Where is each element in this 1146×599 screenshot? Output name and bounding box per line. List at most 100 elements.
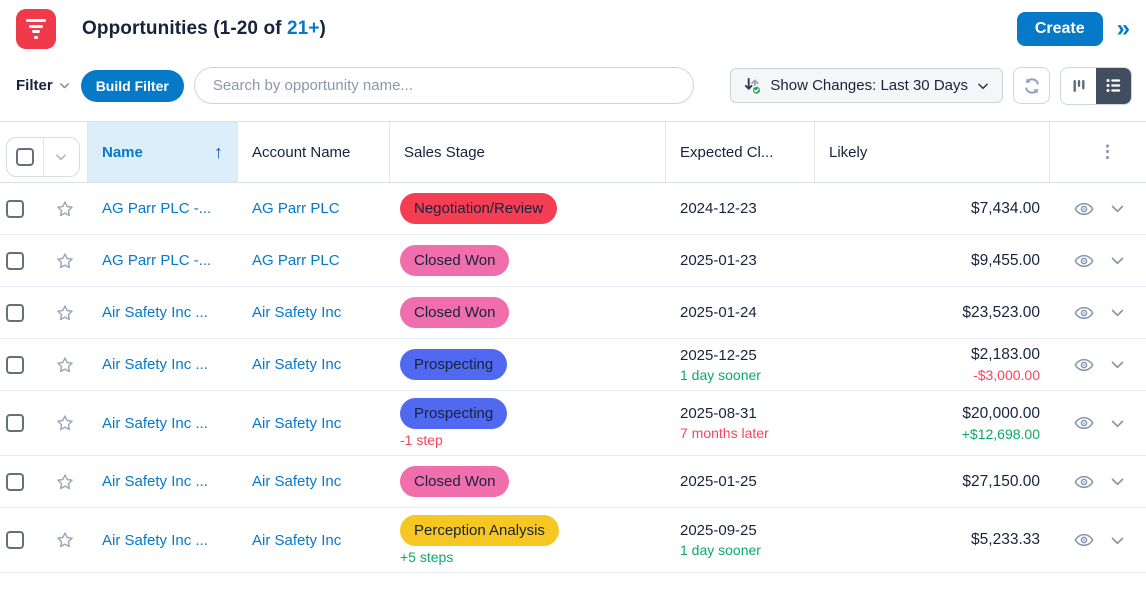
opportunity-name-link[interactable]: Air Safety Inc ... bbox=[102, 531, 208, 549]
account-name-link[interactable]: AG Parr PLC bbox=[252, 200, 340, 217]
column-header-sales-stage[interactable]: Sales Stage bbox=[390, 122, 666, 182]
search-input[interactable] bbox=[193, 67, 694, 104]
table-row[interactable]: AG Parr PLC -... AG Parr PLC Closed Won … bbox=[0, 235, 1146, 287]
list-view-icon bbox=[1106, 79, 1121, 92]
column-header-name[interactable]: Name ↑ bbox=[88, 122, 238, 182]
table-body: AG Parr PLC -... AG Parr PLC Negotiation… bbox=[0, 183, 1146, 574]
refresh-button[interactable] bbox=[1013, 67, 1050, 104]
stage-change-note: -1 step bbox=[400, 432, 443, 449]
preview-eye-icon[interactable] bbox=[1074, 303, 1094, 323]
create-button[interactable]: Create bbox=[1016, 12, 1103, 46]
likely-amount: $20,000.00 bbox=[962, 404, 1040, 422]
account-name-link[interactable]: Air Safety Inc bbox=[252, 414, 342, 432]
preview-eye-icon[interactable] bbox=[1074, 355, 1094, 375]
sales-stage-badge: Prospecting bbox=[400, 349, 508, 381]
build-filter-button[interactable]: Build Filter bbox=[80, 69, 184, 102]
sales-stage-badge: Prospecting bbox=[400, 398, 508, 430]
favorite-star-icon[interactable] bbox=[55, 530, 75, 550]
table-row[interactable]: Air Safety Inc ... Air Safety Inc Prospe… bbox=[0, 391, 1146, 457]
opportunity-name-link[interactable]: AG Parr PLC -... bbox=[102, 252, 212, 269]
row-expand-chevron-icon[interactable] bbox=[1109, 532, 1126, 549]
select-all-control bbox=[6, 137, 80, 177]
row-checkbox[interactable] bbox=[6, 472, 24, 491]
opportunity-name-link[interactable]: AG Parr PLC -... bbox=[102, 200, 212, 217]
table-row[interactable]: Air Safety Inc ... Air Safety Inc Closed… bbox=[0, 287, 1146, 339]
expected-close-date: 2025-08-31 bbox=[680, 405, 757, 423]
opportunity-name-link[interactable]: Air Safety Inc ... bbox=[102, 414, 208, 432]
list-view-button[interactable] bbox=[1096, 67, 1131, 104]
row-expand-chevron-icon[interactable] bbox=[1109, 473, 1126, 490]
date-change-note: 7 months later bbox=[680, 425, 769, 442]
opportunity-name-link[interactable]: Air Safety Inc ... bbox=[102, 356, 208, 374]
table-row[interactable]: AG Parr PLC -... AG Parr PLC Negotiation… bbox=[0, 183, 1146, 235]
page-title: Opportunities (1-20 of 21+) bbox=[82, 18, 326, 39]
preview-eye-icon[interactable] bbox=[1074, 251, 1094, 271]
sort-ascending-icon: ↑ bbox=[214, 141, 223, 162]
sales-stage-badge: Closed Won bbox=[400, 466, 510, 498]
favorite-star-icon[interactable] bbox=[55, 413, 75, 433]
chevron-down-icon bbox=[59, 83, 69, 89]
preview-eye-icon[interactable] bbox=[1074, 472, 1094, 492]
refresh-icon bbox=[1024, 77, 1039, 94]
column-header-account-name[interactable]: Account Name bbox=[238, 122, 390, 182]
row-expand-chevron-icon[interactable] bbox=[1109, 200, 1126, 217]
expected-close-date: 2025-12-25 bbox=[680, 346, 757, 364]
opportunities-module-icon[interactable] bbox=[16, 9, 56, 49]
select-all-checkbox[interactable] bbox=[7, 138, 44, 176]
filter-dropdown[interactable]: Filter bbox=[16, 77, 71, 94]
opportunity-name-link[interactable]: Air Safety Inc ... bbox=[102, 473, 208, 491]
row-expand-chevron-icon[interactable] bbox=[1109, 304, 1126, 321]
likely-amount: $9,455.00 bbox=[971, 251, 1040, 269]
expected-close-date: 2025-01-24 bbox=[680, 304, 757, 321]
column-header-likely[interactable]: Likely bbox=[815, 122, 1050, 182]
sales-stage-badge: Negotiation/Review bbox=[400, 193, 558, 224]
expected-close-date: 2025-01-25 bbox=[680, 473, 757, 491]
row-expand-chevron-icon[interactable] bbox=[1109, 252, 1126, 269]
likely-amount: $2,183.00 bbox=[971, 346, 1040, 363]
date-change-note: 1 day sooner bbox=[680, 542, 761, 559]
row-expand-chevron-icon[interactable] bbox=[1109, 415, 1126, 432]
account-name-link[interactable]: AG Parr PLC bbox=[252, 252, 340, 269]
favorite-star-icon[interactable] bbox=[55, 472, 75, 492]
expected-close-date: 2025-09-25 bbox=[680, 522, 757, 540]
account-name-link[interactable]: Air Safety Inc bbox=[252, 531, 342, 549]
row-checkbox[interactable] bbox=[6, 251, 24, 270]
favorite-star-icon[interactable] bbox=[55, 199, 75, 219]
tile-view-button[interactable] bbox=[1061, 68, 1096, 104]
amount-change-note: -$3,000.00 bbox=[973, 367, 1040, 383]
column-settings-kebab-icon[interactable]: ⋮ bbox=[1099, 141, 1116, 161]
select-all-dropdown[interactable] bbox=[44, 138, 80, 176]
toolbar: Filter Build Filter Show Changes: Last 3… bbox=[0, 58, 1146, 121]
likely-amount: $27,150.00 bbox=[962, 472, 1040, 490]
favorite-star-icon[interactable] bbox=[55, 303, 75, 323]
table-row[interactable]: Air Safety Inc ... Air Safety Inc Closed… bbox=[0, 456, 1146, 509]
preview-eye-icon[interactable] bbox=[1074, 530, 1094, 550]
row-checkbox[interactable] bbox=[6, 355, 24, 374]
row-checkbox[interactable] bbox=[6, 199, 24, 218]
column-header-expected-close[interactable]: Expected Cl... bbox=[666, 122, 815, 182]
expected-close-date: 2024-12-23 bbox=[680, 200, 757, 217]
row-checkbox[interactable] bbox=[6, 414, 24, 433]
table-row[interactable]: Air Safety Inc ... Air Safety Inc Prospe… bbox=[0, 339, 1146, 392]
row-checkbox[interactable] bbox=[6, 531, 24, 550]
chevron-down-icon bbox=[978, 82, 988, 89]
row-expand-chevron-icon[interactable] bbox=[1109, 356, 1126, 373]
sort-changes-icon bbox=[745, 77, 762, 95]
row-checkbox[interactable] bbox=[6, 303, 24, 322]
table-row[interactable]: Air Safety Inc ... Air Safety Inc Percep… bbox=[0, 508, 1146, 574]
likely-amount: $7,434.00 bbox=[971, 199, 1040, 217]
account-name-link[interactable]: Air Safety Inc bbox=[252, 304, 342, 321]
double-chevron-right-icon[interactable]: » bbox=[1116, 15, 1130, 42]
table-header: Name ↑ Account Name Sales Stage Expected… bbox=[0, 121, 1146, 183]
account-name-link[interactable]: Air Safety Inc bbox=[252, 356, 342, 374]
sales-stage-badge: Closed Won bbox=[400, 297, 510, 328]
show-changes-dropdown[interactable]: Show Changes: Last 30 Days bbox=[730, 68, 1003, 103]
view-toggle bbox=[1060, 66, 1132, 105]
favorite-star-icon[interactable] bbox=[55, 355, 75, 375]
opportunity-name-link[interactable]: Air Safety Inc ... bbox=[102, 304, 208, 321]
record-count[interactable]: 21+ bbox=[286, 18, 320, 39]
preview-eye-icon[interactable] bbox=[1074, 413, 1094, 433]
favorite-star-icon[interactable] bbox=[55, 251, 75, 271]
account-name-link[interactable]: Air Safety Inc bbox=[252, 473, 342, 491]
preview-eye-icon[interactable] bbox=[1074, 199, 1094, 219]
